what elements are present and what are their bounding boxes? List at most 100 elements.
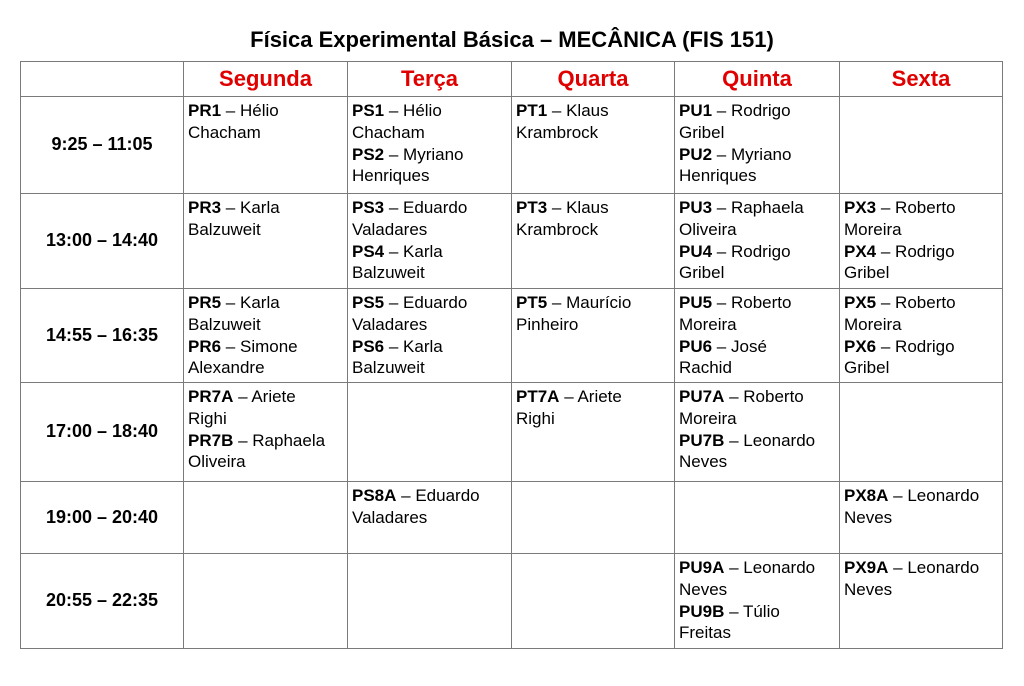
- instructor-first-name: Klaus: [566, 198, 609, 217]
- instructor-first-name: Eduardo: [415, 486, 480, 505]
- time-slot: 20:55 – 22:35: [20, 553, 184, 649]
- instructor-last-name: Moreira: [679, 314, 737, 334]
- instructor-last-name: Chacham: [188, 122, 261, 142]
- instructor-first-name: Eduardo: [403, 293, 468, 312]
- class-entry: PS4 – Karla Balzuweit: [352, 241, 443, 283]
- schedule-cell: PU1 – Rodrigo Gribel PU2 – Myriano Henrique…: [674, 96, 840, 194]
- class-entry: PS3 – Eduardo Valadares: [352, 198, 468, 239]
- schedule-cell: PX8A – Leonardo Neves: [839, 481, 1003, 554]
- class-code: PR7B: [188, 430, 234, 450]
- class-code: PX5: [844, 293, 877, 312]
- class-code: PT5: [516, 293, 548, 312]
- schedule-cell: PU9A – Leonardo Neves PU9B – Túlio Freitas: [674, 553, 840, 649]
- schedule-cell: PT1 – Klaus Krambrock: [511, 96, 675, 194]
- class-code: PX6: [844, 336, 877, 356]
- time-slot-row: 13:00 – 14:40 PR3 – Karla Balzuweit PS3 – E…: [20, 193, 1003, 289]
- class-entry: PS6 – Karla Balzuweit: [352, 336, 443, 378]
- class-code: PS4: [352, 241, 385, 261]
- class-code: PT7A: [516, 387, 560, 406]
- class-entry: PU5 – Roberto Moreira: [679, 293, 792, 334]
- time-slot: 14:55 – 16:35: [20, 288, 184, 383]
- class-entry: PR5 – Karla Balzuweit: [188, 293, 280, 334]
- schedule-cell: PX3 – Roberto Moreira PX4 – Rodrigo Gribel: [839, 193, 1003, 289]
- instructor-first-name: Roberto: [743, 387, 804, 406]
- instructor-first-name: Roberto: [895, 293, 956, 312]
- page-title: Física Experimental Básica – MECÂNICA (F…: [250, 27, 774, 52]
- instructor-last-name: Neves: [679, 579, 728, 599]
- time-slot-row: 9:25 – 11:05 PR1 – Hélio Chacham PS1 – Héli…: [20, 96, 1003, 194]
- class-entry: PU6 – José Rachid: [679, 336, 767, 378]
- schedule-cell: [839, 96, 1003, 194]
- instructor-first-name: Eduardo: [403, 198, 468, 217]
- day-header-segunda: Segunda: [183, 61, 348, 97]
- schedule-cell: PT7A – Ariete Righi: [511, 382, 675, 482]
- schedule-cell: PU7A – Roberto Moreira PU7B – Leonardo Neve…: [674, 382, 840, 482]
- class-code: PU9A: [679, 558, 725, 577]
- class-entry: PX9A – Leonardo Neves: [844, 558, 980, 599]
- instructor-last-name: Krambrock: [516, 122, 599, 142]
- class-entry: PT1 – Klaus Krambrock: [516, 101, 609, 142]
- schedule-cell: [511, 481, 675, 554]
- schedule-cell: PR1 – Hélio Chacham: [183, 96, 348, 194]
- schedule-cell: PX9A – Leonardo Neves: [839, 553, 1003, 649]
- class-code: PT3: [516, 198, 548, 217]
- instructor-first-name: Klaus: [566, 101, 609, 120]
- class-entry: PS1 – Hélio Chacham: [352, 101, 442, 142]
- instructor-first-name: Myriano: [403, 144, 464, 164]
- class-entry: PR1 – Hélio Chacham: [188, 101, 279, 142]
- class-entry: PR7A – Ariete Righi: [188, 387, 296, 428]
- instructor-first-name: Rodrigo: [730, 101, 791, 120]
- class-entry: PX6 – Rodrigo Gribel: [844, 336, 955, 378]
- class-code: PU9B: [679, 601, 725, 621]
- instructor-first-name: Karla: [403, 336, 443, 356]
- instructor-first-name: Rodrigo: [895, 336, 955, 356]
- class-code: PS1: [352, 101, 385, 120]
- instructor-last-name: Henriques: [679, 166, 757, 186]
- instructor-last-name: Valadares: [352, 219, 428, 239]
- instructor-first-name: Leonardo: [907, 558, 980, 577]
- class-entry: PU7B – Leonardo Neves: [679, 430, 816, 472]
- instructor-first-name: Simone: [239, 336, 298, 356]
- instructor-last-name: Freitas: [679, 623, 731, 643]
- instructor-first-name: Rodrigo: [730, 241, 791, 261]
- class-code: PS3: [352, 198, 385, 217]
- schedule-cell: PR5 – Karla Balzuweit PR6 – Simone Alexandr…: [183, 288, 348, 383]
- class-code: PR7A: [188, 387, 234, 406]
- instructor-first-name: Maurício: [566, 293, 632, 312]
- class-code: PU7A: [679, 387, 725, 406]
- instructor-last-name: Balzuweit: [188, 314, 261, 334]
- class-entry: PR7B – Raphaela Oliveira: [188, 430, 326, 472]
- schedule-cell: PR3 – Karla Balzuweit: [183, 193, 348, 289]
- class-code: PU6: [679, 336, 713, 356]
- class-code: PU7B: [679, 430, 725, 450]
- class-entry: PR6 – Simone Alexandre: [188, 336, 298, 378]
- class-code: PT1: [516, 101, 548, 120]
- instructor-first-name: Rodrigo: [895, 241, 955, 261]
- instructor-first-name: Karla: [239, 198, 280, 217]
- instructor-first-name: Hélio: [403, 101, 442, 120]
- instructor-last-name: Moreira: [844, 219, 902, 239]
- class-entry: PU2 – Myriano Henriques: [679, 144, 792, 186]
- class-entry: PS5 – Eduardo Valadares: [352, 293, 468, 334]
- instructor-first-name: Ariete: [251, 387, 296, 406]
- instructor-last-name: Gribel: [679, 122, 725, 142]
- class-code: PS5: [352, 293, 385, 312]
- class-entry: PU4 – Rodrigo Gribel: [679, 241, 791, 283]
- schedule-cell: [183, 481, 348, 554]
- class-code: PU1: [679, 101, 713, 120]
- instructor-first-name: José: [730, 336, 767, 356]
- instructor-first-name: Roberto: [895, 198, 956, 217]
- schedule-cell: PS5 – Eduardo Valadares PS6 – Karla Balzuwe…: [347, 288, 512, 383]
- instructor-last-name: Moreira: [679, 408, 737, 428]
- instructor-last-name: Pinheiro: [516, 314, 579, 334]
- schedule-cell: PR7A – Ariete Righi PR7B – Raphaela Oliveir…: [183, 382, 348, 482]
- instructor-first-name: Raphaela: [252, 430, 326, 450]
- day-header-terça: Terça: [347, 61, 512, 97]
- class-entry: PU1 – Rodrigo Gribel: [679, 101, 791, 142]
- instructor-first-name: Leonardo: [907, 486, 980, 505]
- instructor-last-name: Oliveira: [679, 219, 737, 239]
- corner-cell: [20, 61, 184, 97]
- instructor-last-name: Krambrock: [516, 219, 599, 239]
- instructor-first-name: Karla: [403, 241, 443, 261]
- time-slot: 13:00 – 14:40: [20, 193, 184, 289]
